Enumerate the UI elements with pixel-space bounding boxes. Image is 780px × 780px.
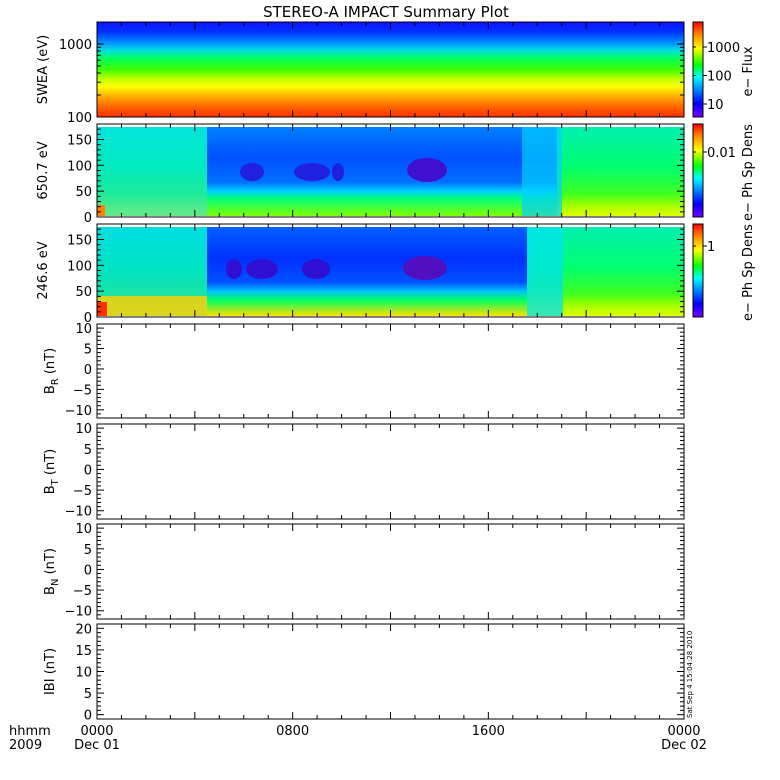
colorbar-tick: 100 [707,70,732,85]
xaxis-year: 2009 [9,738,42,753]
ytick-label: 0 [84,363,92,378]
ylabel-unit: (nT) [43,548,58,578]
ylabel-sub: R [50,378,61,385]
ylabel-unit: (nT) [43,648,58,678]
ytick-label: 100 [67,159,92,174]
ytick-label: 0 [84,311,92,326]
colorbar-tick: 1000 [707,41,740,56]
colorbar-label: e− Ph Sp Dens [741,224,756,321]
ytick-label: 50 [75,285,92,300]
ylabel-sub: T [50,478,61,486]
ytick-label: 50 [75,185,92,200]
ytick-label: −5 [73,383,92,398]
panel-frame-4 [96,423,685,520]
xtick-label: 0000 [80,724,113,739]
ylabel: BT (nT) [43,449,61,495]
ytick-label: −5 [73,584,92,599]
pad-650-colorbar [692,123,704,218]
ylabel-main: B [43,485,58,494]
panel-frame-3 [96,323,685,419]
xtick-label: 0800 [276,724,309,739]
pad-246-spectrogram [97,227,684,316]
ylabel: 246.6 eV [36,241,51,299]
pad-650-spectrogram [97,127,684,216]
panel-frame-6 [96,623,685,720]
ytick-label: 5 [84,543,92,558]
ytick-label: 150 [67,234,92,249]
ytick-label: 5 [84,343,92,358]
ytick-label: −10 [65,404,92,419]
swea-spectrogram [97,22,684,117]
ylabel-sub: N [50,579,61,586]
xaxis-label: hhmm [9,724,51,739]
xtick-label: 0000 [667,724,700,739]
ylabel-main: B [43,385,58,394]
ylabel-main: IBI [43,678,58,695]
ytick-label: 10 [75,422,92,437]
ytick-label: 150 [67,134,92,149]
ytick-label: −10 [65,605,92,620]
colorbars [692,21,704,318]
panel-frame-5 [96,523,685,620]
swea-colorbar [692,21,704,118]
ylabel: IBI (nT) [43,648,58,695]
ylabel: SWEA (eV) [36,35,51,104]
xtick-label: 1600 [472,724,505,739]
ytick-label: 1000 [59,38,92,53]
colorbar-tick: 10 [707,98,724,113]
ytick-label: 5 [84,443,92,458]
ytick-label: 100 [67,111,92,126]
ytick-label: 10 [75,666,92,681]
colorbar-tick: 0.01 [707,146,736,161]
ytick-label: −5 [73,484,92,499]
ylabel: BN (nT) [43,548,61,595]
plot-title: STEREO-A IMPACT Summary Plot [263,3,509,21]
ytick-label: 0 [84,709,92,724]
xtick-date: Dec 01 [74,738,120,753]
ytick-label: 10 [75,522,92,537]
ytick-label: 15 [75,644,92,659]
colorbar-tick: 1 [707,240,715,255]
ytick-label: 0 [84,563,92,578]
ytick-label: 0 [84,211,92,226]
ytick-label: −10 [65,505,92,520]
spectrogram-images [97,22,684,316]
timestamp: Sat Sep 4 15:04:28 2010 [686,631,694,718]
ylabel-main: B [43,586,58,595]
ytick-label: 10 [75,322,92,337]
ylabel-unit: (nT) [43,348,58,378]
ytick-label: 100 [67,259,92,274]
colorbar-label: e− Ph Sp Dens [741,124,756,221]
colorbar-label: e− Flux [741,46,756,96]
ytick-label: 5 [84,687,92,702]
xtick-date: Dec 02 [661,738,707,753]
ylabel: 650.7 eV [36,141,51,199]
ytick-label: 20 [75,622,92,637]
ytick-label: 0 [84,463,92,478]
ylabel: BR (nT) [43,348,61,394]
pad-246-colorbar [692,223,704,318]
ylabel-unit: (nT) [43,449,58,479]
